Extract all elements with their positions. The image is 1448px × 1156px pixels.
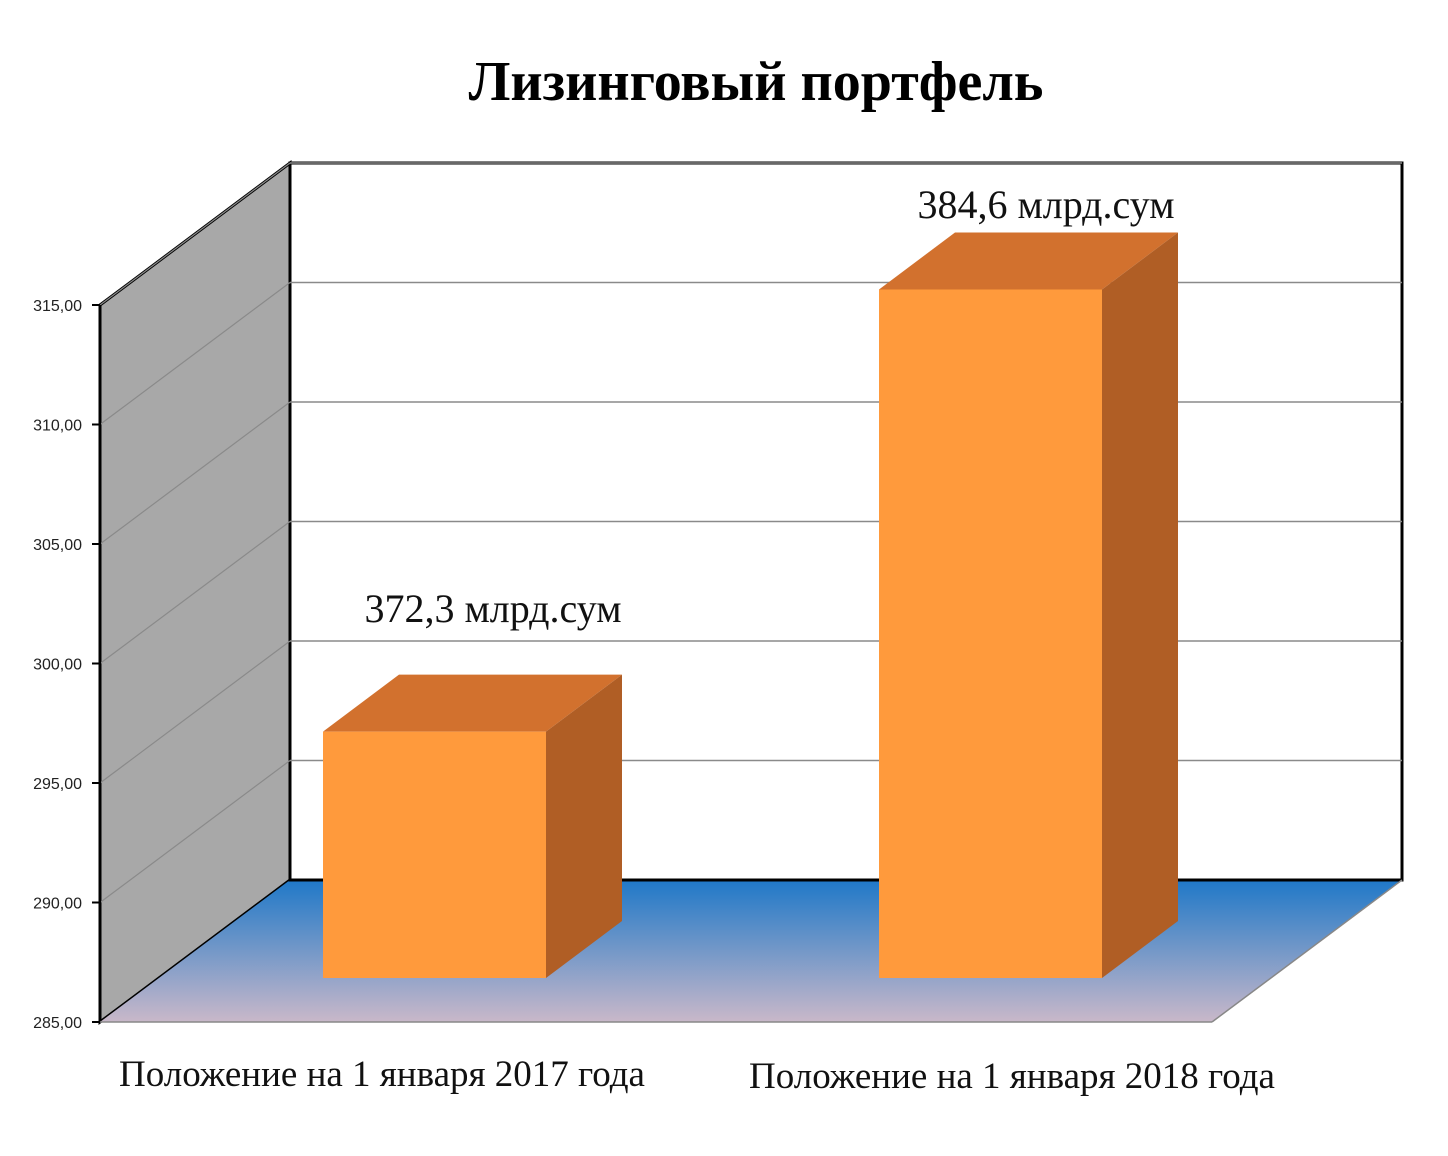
y-tick-label: 285,00 bbox=[33, 1015, 82, 1032]
bar bbox=[323, 731, 546, 978]
floor bbox=[100, 880, 1402, 1022]
labels: 372,3 млрд.сум Положение на 1 января 2017… bbox=[119, 182, 1275, 1097]
category-label: Положение на 1 января 2017 года bbox=[119, 1054, 645, 1095]
gridline-side bbox=[99, 521, 291, 664]
y-tick-label: 300,00 bbox=[33, 657, 82, 674]
chart-title: Лизинговый портфель bbox=[469, 51, 1044, 113]
gridline-side bbox=[99, 760, 291, 903]
gridline-side bbox=[99, 282, 291, 425]
data-label: 372,3 млрд.сум bbox=[364, 586, 621, 631]
bars bbox=[323, 232, 1178, 979]
bar-side bbox=[1102, 232, 1178, 979]
bar-top bbox=[323, 674, 622, 732]
floor-right-edge bbox=[1211, 879, 1403, 1023]
bar-side bbox=[546, 674, 622, 978]
data-label: 384,6 млрд.сум bbox=[917, 182, 1174, 227]
y-tick-label: 315,00 bbox=[33, 298, 82, 315]
gridline-side bbox=[99, 162, 291, 306]
category-label: Положение на 1 января 2018 года bbox=[749, 1056, 1275, 1097]
y-tick-label: 295,00 bbox=[33, 776, 82, 793]
y-tick-label: 305,00 bbox=[33, 537, 82, 554]
gridline-side bbox=[99, 401, 291, 545]
y-axis: 285,00 290,00 295,00 300,00 305,00 310,00 315,… bbox=[33, 298, 100, 1032]
gridline-side bbox=[99, 640, 291, 784]
gridlines bbox=[99, 162, 1402, 903]
y-tick-label: 290,00 bbox=[33, 896, 82, 913]
bar bbox=[879, 289, 1102, 978]
bar-top bbox=[879, 232, 1178, 290]
y-tick-label: 310,00 bbox=[33, 418, 82, 435]
